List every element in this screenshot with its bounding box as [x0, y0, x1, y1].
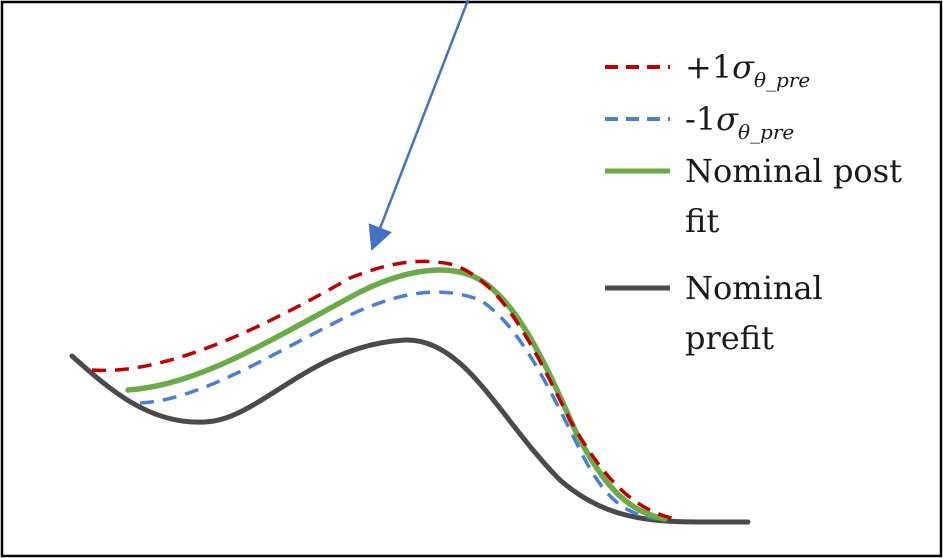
legend-label-nominal-prefit-line2: prefit — [685, 319, 774, 357]
legend-minus-sigma-prefix: -1 — [685, 100, 716, 138]
legend-plus-sigma-symbol: σ — [732, 48, 755, 86]
legend-plus-sigma-prefix: +1 — [685, 48, 732, 86]
legend-plus-sigma-subscript: θ_pre — [754, 68, 810, 92]
legend-label-nominal-prefit-line1: Nominal — [685, 269, 823, 307]
nominal-prefit-curve — [69, 337, 751, 525]
nominal-postfit-curve — [125, 267, 668, 522]
legend-minus-sigma-symbol: σ — [716, 100, 739, 138]
plus-sigma-curve — [91, 259, 681, 522]
legend-label-nominal-postfit-line1: Nominal post — [685, 152, 902, 190]
legend-label-nominal-postfit-line2: fit — [685, 202, 719, 240]
pointer-arrow — [368, 0, 470, 251]
legend-label-minus-sigma: -1σθ_pre — [685, 100, 794, 144]
legend-minus-sigma-subscript: θ_pre — [738, 120, 794, 144]
legend: +1σθ_pre -1σθ_pre Nominal post fit Nomin… — [605, 48, 902, 357]
minus-sigma-curve — [139, 290, 661, 521]
legend-label-plus-sigma: +1σθ_pre — [685, 48, 810, 92]
